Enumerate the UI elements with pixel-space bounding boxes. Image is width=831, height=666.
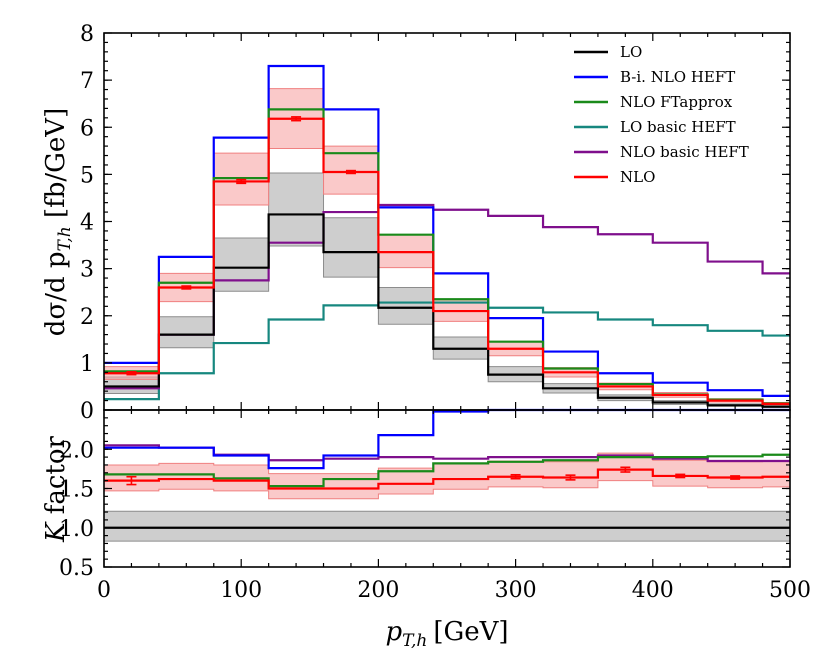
- top-y-tick-label: 2: [80, 305, 94, 330]
- top-nlo-errorbars: [126, 116, 356, 376]
- top-y-tick-label: 8: [80, 22, 94, 47]
- top-series-lo: [104, 213, 790, 408]
- bottom-y-tick-label: 1.0: [59, 517, 94, 542]
- x-tick-label: 0: [97, 578, 111, 603]
- legend-label-nlo-basic-heft: NLO basic HEFT: [620, 143, 749, 161]
- top-y-tick-label: 7: [80, 69, 94, 94]
- top-y-axis-title: dσ/d pT,h [fb/GeV]: [41, 108, 75, 336]
- top-y-tick-label: 6: [80, 116, 94, 141]
- top-y-tick-label: 3: [80, 258, 94, 283]
- top-y-tick-label: 0: [80, 399, 94, 424]
- legend-label-nlo-ftapprox: NLO FTapprox: [620, 93, 733, 111]
- bottom-y-tick-labels: 0.5 1.0 1.5 2.0: [59, 438, 94, 581]
- top-series-b-i-nlo-heft: [104, 64, 790, 397]
- x-tick-labels: 0 100 200 300 400 500: [97, 578, 811, 603]
- bottom-y-axis-title-rest: factor: [41, 435, 71, 522]
- x-tick-label: 100: [220, 578, 262, 603]
- top-y-tick-label: 5: [80, 163, 94, 188]
- legend-label-lo-basic-heft: LO basic HEFT: [620, 118, 736, 136]
- bottom-y-axis-title: K factor: [41, 435, 71, 542]
- top-series-nlo: [104, 117, 790, 405]
- top-y-axis-title-unit: [fb/GeV]: [41, 108, 71, 227]
- legend-label-b-i-nlo-heft: B-i. NLO HEFT: [620, 68, 735, 86]
- bot-band-nlo: [104, 453, 790, 499]
- top-histogram-series: [104, 64, 790, 408]
- x-axis-title-sub: T,h: [402, 631, 427, 651]
- x-tick-label: 200: [357, 578, 399, 603]
- top-series-nlo-basic-heft: [104, 203, 790, 390]
- top-y-tick-labels: 0 1 2 3 4 5 6 7 8: [80, 22, 94, 424]
- x-tick-label: 400: [632, 578, 674, 603]
- bot-band-lo: [104, 511, 790, 542]
- legend: LO B-i. NLO HEFT NLO FTapprox LO basic HEFT…: [574, 43, 749, 186]
- bot-series-nlo-ftapprox: [104, 453, 790, 488]
- top-y-tick-label: 4: [80, 211, 94, 236]
- x-axis-title: pT,h [GeV]: [385, 617, 508, 651]
- bottom-y-tick-label: 2.0: [59, 438, 94, 463]
- bottom-y-tick-label: 0.5: [59, 556, 94, 581]
- bot-band-lower-nlo: [104, 480, 790, 500]
- x-axis-title-p: p: [385, 617, 402, 647]
- bottom-y-axis-title-k: K: [41, 521, 71, 543]
- legend-label-lo: LO: [620, 43, 642, 61]
- top-band-upper-lo: [104, 172, 790, 407]
- bot-series-nlo: [104, 468, 790, 490]
- bottom-panel-frame: [103, 409, 791, 568]
- bottom-y-tick-label: 1.5: [59, 478, 94, 503]
- top-y-axis-title-main: dσ/d p: [41, 252, 71, 337]
- top-band-lower-nlo: [104, 147, 790, 406]
- x-axis-title-unit: [GeV]: [433, 617, 508, 647]
- legend-label-nlo: NLO: [620, 168, 655, 186]
- top-band-lo: [104, 172, 790, 408]
- top-y-tick-label: 1: [80, 352, 94, 377]
- x-tick-label: 300: [495, 578, 537, 603]
- top-y-axis-title-sub: T,h: [55, 226, 75, 251]
- top-band-lower-lo: [104, 245, 790, 409]
- bottom-uncertainty-bands: [104, 452, 790, 542]
- x-tick-label: 500: [769, 578, 811, 603]
- bottom-nlo-errorbars: [126, 466, 741, 486]
